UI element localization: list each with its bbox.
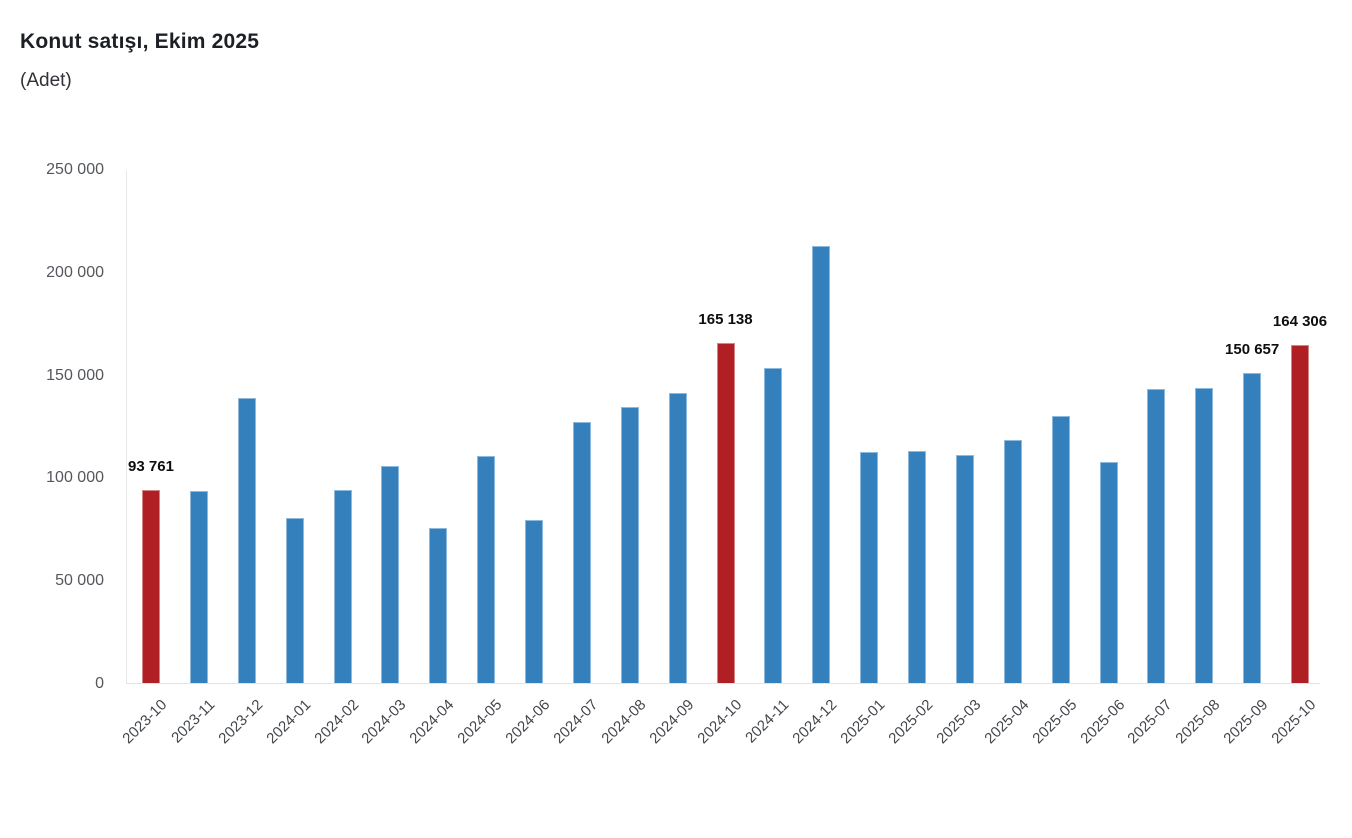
x-axis-label: 2025-03 <box>933 696 985 748</box>
bar-2025-10[interactable] <box>1291 345 1309 683</box>
bar-2025-01[interactable] <box>860 452 879 683</box>
bar-2025-04[interactable] <box>1003 440 1022 683</box>
bar-2023-10[interactable] <box>142 490 160 683</box>
bar-2025-05[interactable] <box>1051 416 1070 683</box>
bar-2024-03[interactable] <box>381 466 400 683</box>
x-axis-label: 2024-11 <box>742 696 793 747</box>
x-axis-label: 2025-06 <box>1076 696 1128 748</box>
x-axis-label: 2025-09 <box>1220 696 1272 748</box>
bar-2024-07[interactable] <box>572 422 591 683</box>
x-axis-label: 2025-07 <box>1124 696 1176 748</box>
bar-2024-08[interactable] <box>620 407 639 683</box>
y-axis-label: 0 <box>95 675 104 692</box>
bar-value-label: 164 306 <box>1272 313 1328 330</box>
x-axis-label: 2024-01 <box>262 696 314 748</box>
bar-2024-06[interactable] <box>525 520 543 683</box>
bar-2023-11[interactable] <box>189 491 208 683</box>
bar-2024-01[interactable] <box>285 518 304 683</box>
y-axis-label: 200 000 <box>46 263 104 281</box>
bar-2023-12[interactable] <box>237 398 256 683</box>
bar-2024-10[interactable] <box>716 343 735 683</box>
x-axis-label: 2024-03 <box>358 696 410 748</box>
y-axis-label: 150 000 <box>46 366 104 384</box>
plot-area: 93 761 165 138 150 657 164 306 <box>126 170 1327 684</box>
bar-2024-02[interactable] <box>333 490 352 683</box>
x-axis-label: 2025-04 <box>981 696 1033 748</box>
chart-subtitle: (Adet) <box>20 70 72 91</box>
bar-2025-07[interactable] <box>1147 389 1166 683</box>
x-axis-label: 2023-11 <box>168 696 219 747</box>
bar-2025-02[interactable] <box>908 451 926 683</box>
bar-2025-03[interactable] <box>955 455 974 683</box>
bar-2024-12[interactable] <box>812 246 831 683</box>
x-axis-label: 2025-08 <box>1172 696 1224 748</box>
x-axis-label: 2024-04 <box>406 696 458 748</box>
x-axis-label: 2024-09 <box>645 696 697 748</box>
y-axis-label: 100 000 <box>46 469 104 487</box>
x-axis-label: 2024-10 <box>693 696 745 748</box>
y-axis-label: 50 000 <box>55 572 104 590</box>
x-axis-label: 2024-12 <box>789 696 841 748</box>
bar-2024-09[interactable] <box>668 393 687 683</box>
x-axis-label: 2024-07 <box>550 696 602 748</box>
x-axis-label: 2023-12 <box>215 696 267 748</box>
bar-value-label: 150 657 <box>1225 341 1280 358</box>
x-axis-label: 2023-10 <box>119 696 171 748</box>
bar-2024-04[interactable] <box>429 528 448 683</box>
bar-2025-06[interactable] <box>1099 462 1118 683</box>
bar-value-label: 93 761 <box>128 458 174 475</box>
y-axis-label: 250 000 <box>46 161 104 178</box>
bar-value-label: 165 138 <box>698 311 753 328</box>
x-axis-label: 2025-05 <box>1028 696 1080 748</box>
bar-2025-08[interactable] <box>1195 388 1214 683</box>
x-axis-label: 2025-01 <box>837 696 889 748</box>
x-axis-label: 2024-02 <box>310 696 362 748</box>
bar-2025-09[interactable] <box>1243 373 1262 683</box>
chart-title: Konut satışı, Ekim 2025 <box>20 30 260 53</box>
bar-2024-11[interactable] <box>764 368 783 683</box>
x-axis-label: 2024-06 <box>502 696 554 748</box>
x-axis-label: 2024-05 <box>454 696 506 748</box>
bar-2024-05[interactable] <box>477 456 496 683</box>
x-axis-label: 2025-02 <box>885 696 937 748</box>
x-axis-label: 2024-08 <box>598 696 650 748</box>
x-axis-label: 2025-10 <box>1268 696 1320 748</box>
